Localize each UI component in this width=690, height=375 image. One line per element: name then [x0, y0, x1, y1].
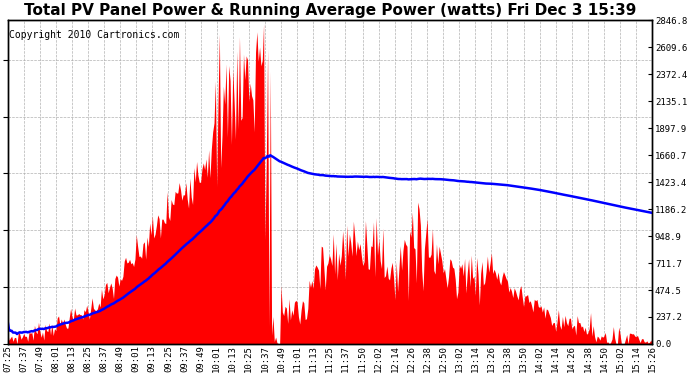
Text: Copyright 2010 Cartronics.com: Copyright 2010 Cartronics.com [9, 30, 179, 40]
Title: Total PV Panel Power & Running Average Power (watts) Fri Dec 3 15:39: Total PV Panel Power & Running Average P… [23, 3, 636, 18]
